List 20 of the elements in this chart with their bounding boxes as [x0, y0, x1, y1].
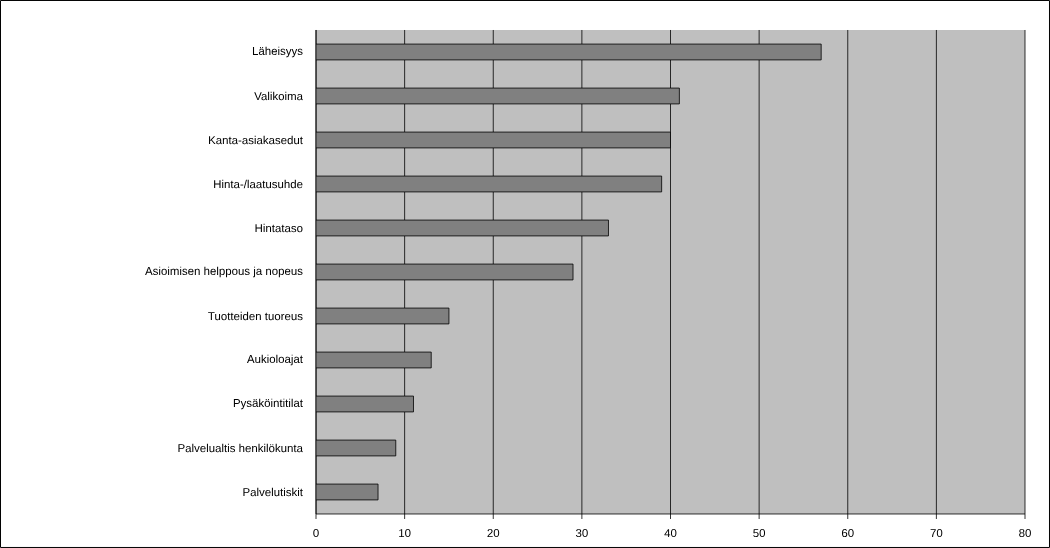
- y-tick-label: Tuotteiden tuoreus: [208, 311, 303, 321]
- x-tick-label: 20: [487, 529, 500, 538]
- y-tick-label: Pysäköintitilat: [233, 398, 303, 410]
- x-tick-label: 60: [841, 529, 854, 538]
- x-tick-label: 80: [1019, 529, 1031, 538]
- x-tick-label: 0: [313, 529, 319, 538]
- y-tick-label: Hinta-/laatusuhde: [214, 179, 303, 189]
- x-tick-label: 10: [399, 529, 411, 538]
- y-tick-label: Kanta-asiakasedut: [209, 135, 303, 145]
- y-tick-label: Läheisyys: [252, 46, 303, 58]
- y-tick-label: Palvelualtis henkilökunta: [178, 443, 303, 453]
- x-tick-label: 50: [753, 529, 766, 538]
- y-tick-label: Palvelutiskit: [243, 487, 303, 497]
- y-tick-label: Aukioloajat: [246, 354, 303, 366]
- x-tick-label: 30: [575, 529, 588, 538]
- y-tick-label: Hintataso: [255, 223, 303, 233]
- y-tick-label: Asioimisen helppous ja nopeus: [145, 266, 303, 278]
- x-tick-label: 70: [930, 529, 943, 538]
- y-tick-label: Valikoima: [254, 91, 303, 101]
- x-tick-label: 40: [664, 529, 677, 538]
